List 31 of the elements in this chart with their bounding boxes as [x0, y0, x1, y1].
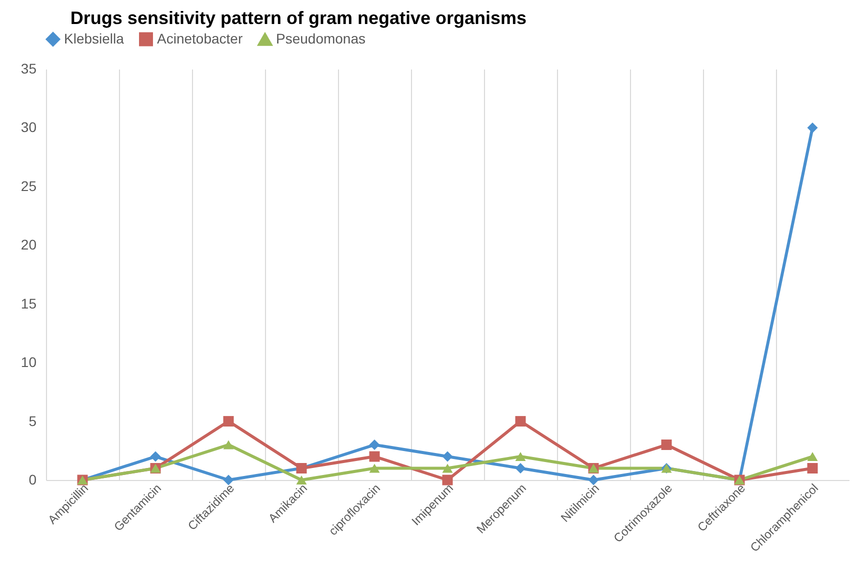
point	[807, 122, 818, 133]
point	[223, 474, 234, 486]
point	[369, 451, 380, 462]
point	[807, 452, 818, 462]
legend-label: Pseudomonas	[276, 30, 366, 47]
y-tick-label: 15	[20, 295, 37, 312]
point	[588, 474, 599, 486]
legend-label: Klebsiella	[64, 30, 124, 46]
y-tick-label: 10	[20, 354, 37, 370]
point	[150, 451, 161, 462]
point	[223, 416, 234, 427]
point	[296, 475, 307, 485]
point	[369, 464, 380, 473]
chart-title: Drugs sensitivity pattern of gram negative organisms	[70, 8, 527, 28]
y-tick-label: 0	[28, 472, 37, 488]
point	[442, 474, 453, 486]
point	[442, 464, 453, 473]
point	[369, 440, 380, 450]
y-tick-label: 5	[28, 412, 37, 429]
point	[515, 463, 526, 474]
point	[807, 463, 818, 474]
point	[515, 416, 526, 427]
point	[515, 452, 526, 462]
legend-label: Acinetobacter	[157, 30, 243, 46]
point	[661, 440, 672, 450]
y-tick-label: 25	[20, 178, 37, 194]
y-tick-label: 30	[20, 119, 37, 136]
y-tick-label: 35	[20, 60, 37, 76]
point	[442, 451, 453, 462]
point	[223, 440, 234, 450]
y-tick-label: 20	[20, 236, 37, 253]
